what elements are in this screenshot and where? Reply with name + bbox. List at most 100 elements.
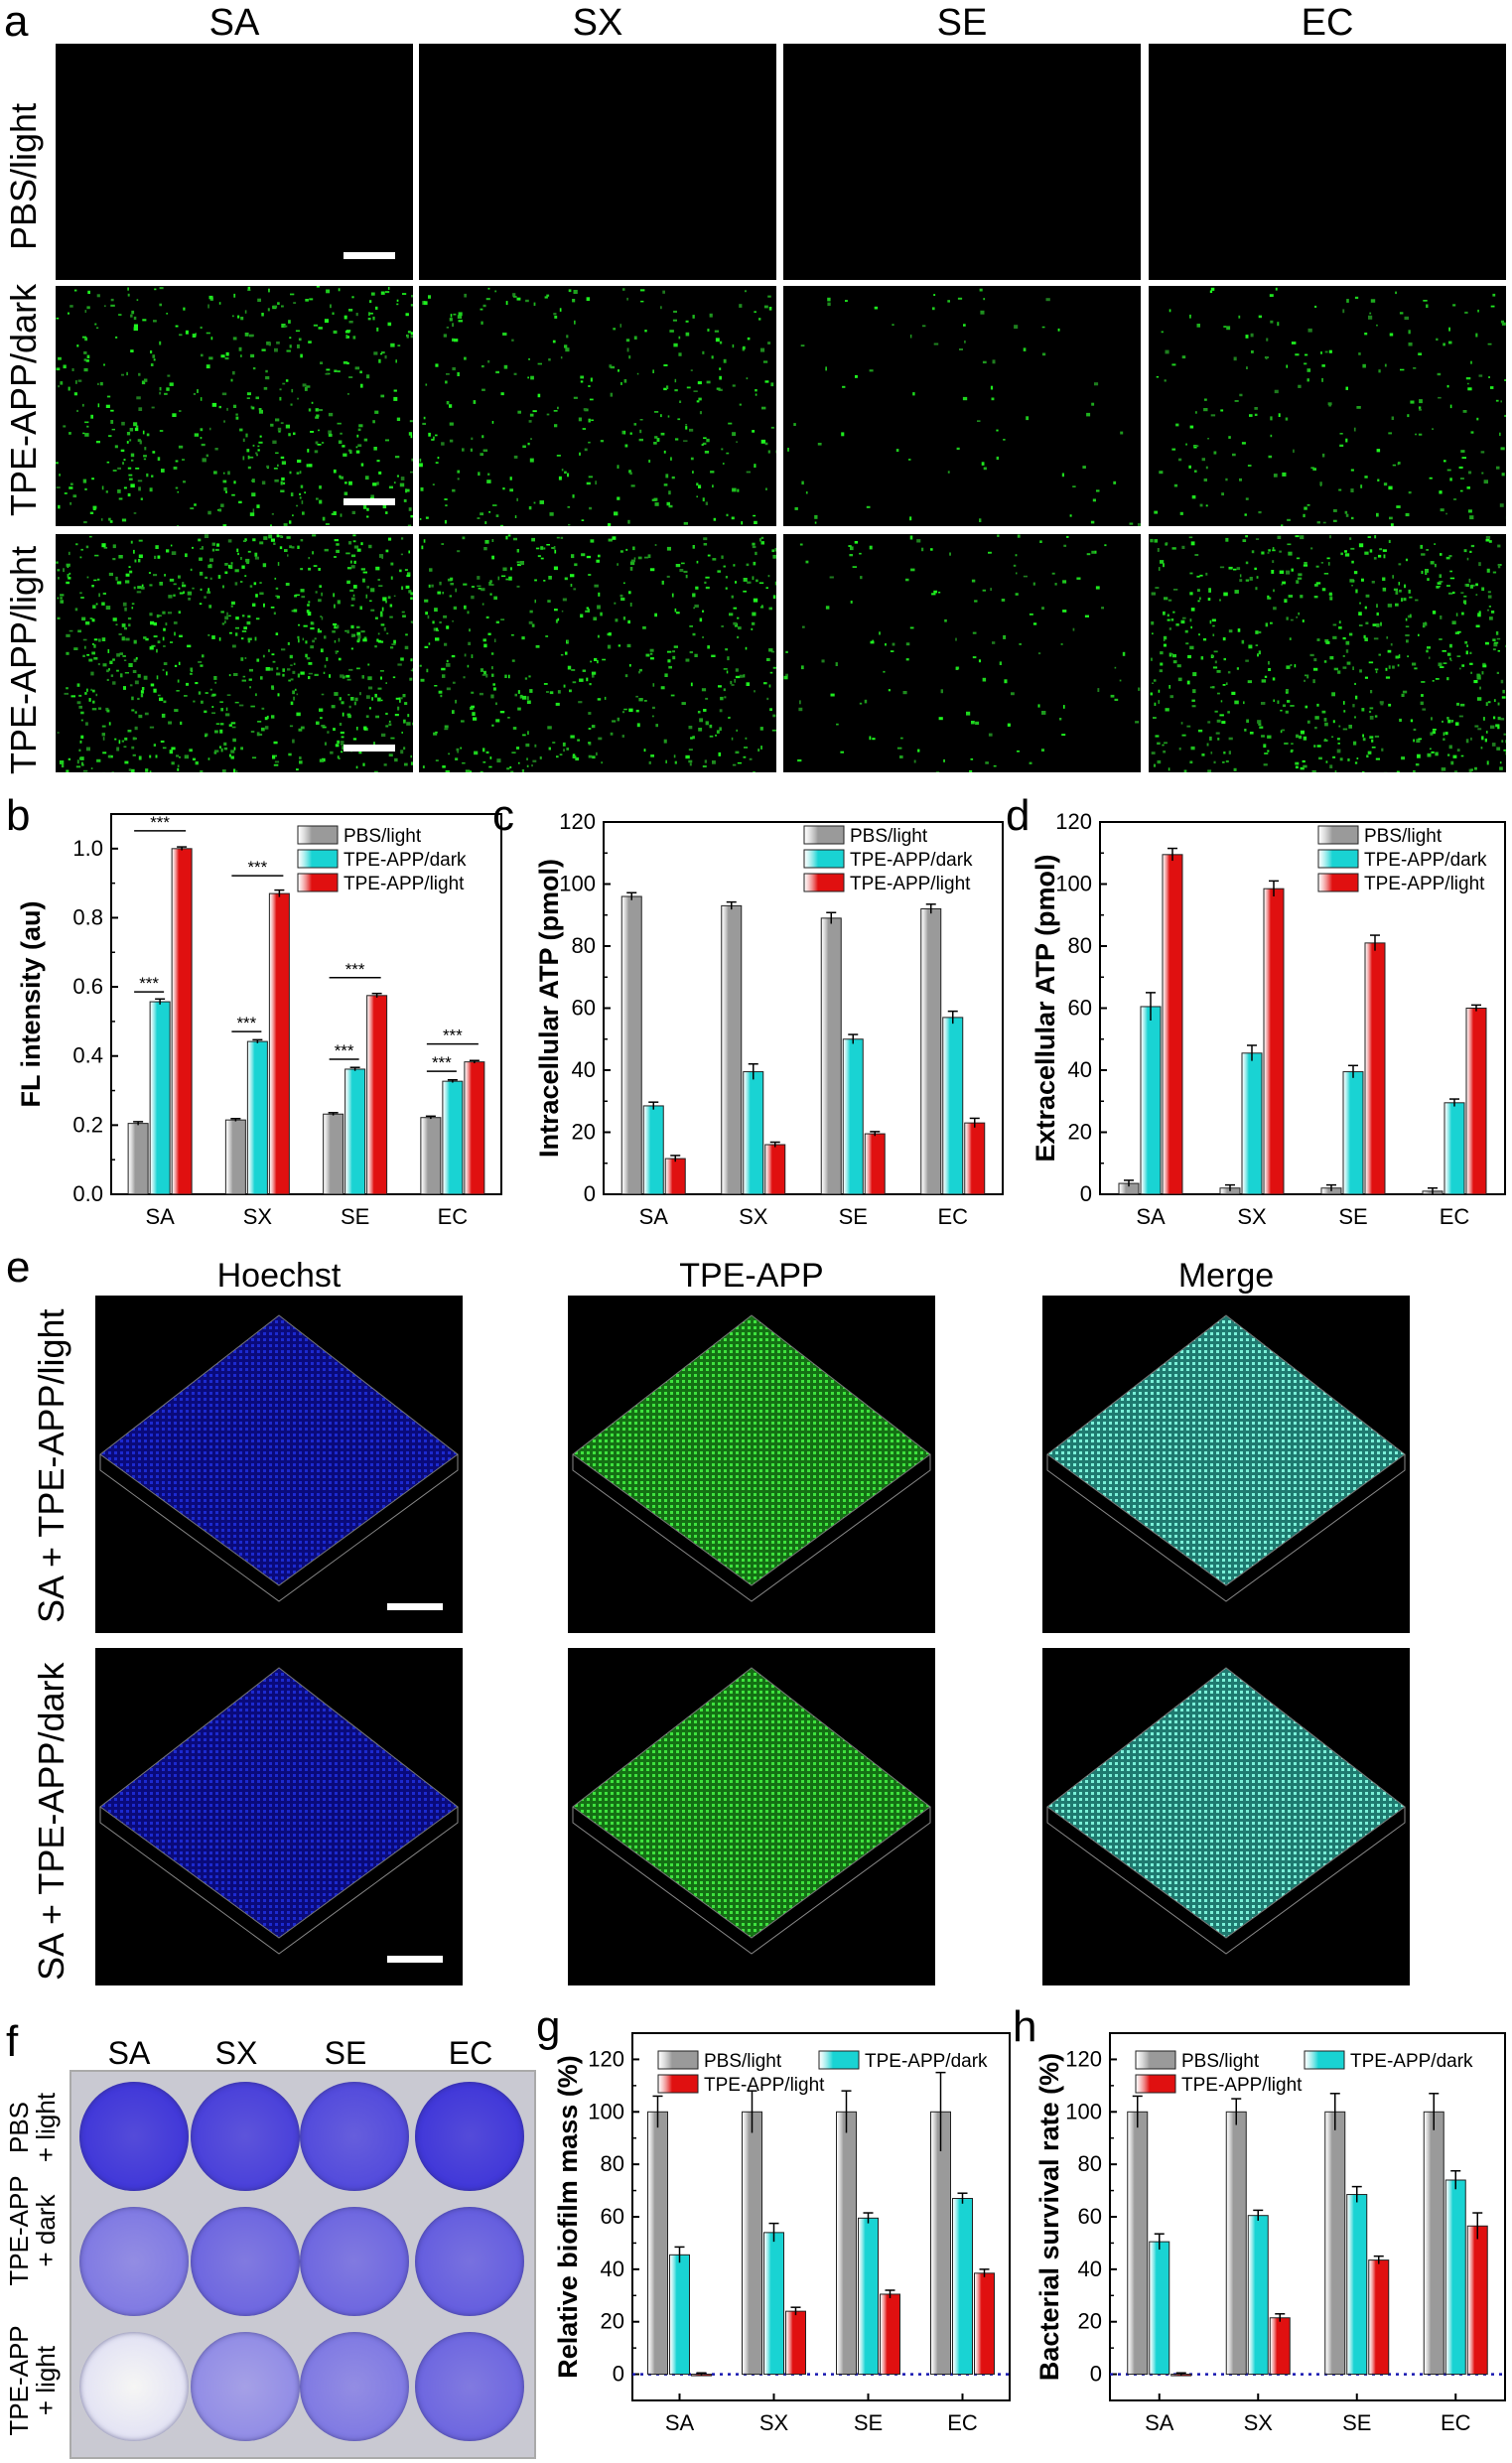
bacteria-dot <box>719 709 723 713</box>
bacteria-dot <box>406 488 410 492</box>
bacteria-dot <box>240 637 244 640</box>
bacteria-dot <box>666 546 671 551</box>
bacteria-dot <box>917 749 920 753</box>
bacteria-dot <box>1180 619 1185 624</box>
bacteria-dot <box>350 633 354 637</box>
bacteria-dot <box>760 746 762 750</box>
bacteria-dot <box>1265 355 1268 360</box>
bacteria-dot <box>1478 562 1481 567</box>
bacteria-dot <box>434 608 438 613</box>
bacteria-dot <box>135 468 140 470</box>
bacteria-dot <box>121 636 125 641</box>
bacteria-dot <box>343 361 348 364</box>
bacteria-dot <box>383 763 387 766</box>
bacteria-dot <box>338 440 343 444</box>
bacteria-dot <box>1188 536 1193 539</box>
bacteria-dot <box>307 604 310 607</box>
bacteria-dot <box>279 396 282 401</box>
bacteria-dot <box>258 733 263 737</box>
bacteria-dot <box>154 555 157 559</box>
bacteria-dot <box>356 727 358 731</box>
bacteria-dot <box>446 659 449 663</box>
bacteria-dot <box>69 501 72 505</box>
bacteria-dot <box>443 334 447 338</box>
bacteria-dot <box>173 621 178 624</box>
bacteria-dot <box>1194 445 1199 447</box>
bacteria-dot <box>704 451 710 454</box>
bacteria-dot <box>888 689 891 692</box>
bacteria-dot <box>892 324 894 326</box>
bacteria-dot <box>1448 327 1450 332</box>
bacteria-dot <box>1497 544 1501 548</box>
bacteria-dot <box>289 471 292 475</box>
bacteria-dot <box>64 692 69 695</box>
bacteria-dot <box>321 693 325 696</box>
bacteria-dot <box>373 447 377 451</box>
bacteria-dot <box>423 301 428 306</box>
legend-swatch <box>1317 825 1359 845</box>
bacteria-dot <box>730 680 733 685</box>
bacteria-dot <box>1234 590 1239 594</box>
bacteria-dot <box>553 313 557 316</box>
bacteria-dot <box>654 544 657 546</box>
bacteria-dot <box>703 543 708 546</box>
bacteria-dot <box>278 535 282 538</box>
bacteria-dot <box>256 454 258 457</box>
bacteria-dot <box>1405 625 1410 627</box>
bacteria-dot <box>688 726 693 730</box>
bacteria-dot <box>60 381 64 385</box>
bar-pbs-light <box>820 917 842 1195</box>
bacteria-dot <box>514 515 517 518</box>
bacteria-dot <box>159 697 164 702</box>
bacteria-dot <box>1153 679 1157 682</box>
bacteria-dot <box>106 709 110 713</box>
biofilm-surface <box>1046 1314 1406 1586</box>
bacteria-dot <box>380 613 383 617</box>
bacteria-dot <box>1354 682 1356 685</box>
bacteria-dot <box>1469 550 1472 553</box>
bacteria-dot <box>358 750 362 754</box>
bacteria-dot <box>320 361 324 364</box>
bacteria-dot <box>591 671 597 675</box>
bacteria-dot <box>632 546 635 551</box>
bacteria-dot <box>1294 664 1297 668</box>
bacteria-dot <box>365 594 368 599</box>
y-tick-label: 80 <box>1078 2151 1102 2176</box>
bacteria-dot <box>452 323 455 328</box>
bacteria-dot <box>128 663 133 667</box>
bacteria-dot <box>250 405 253 409</box>
bacteria-dot <box>444 642 448 646</box>
bacteria-dot <box>348 480 352 485</box>
bar-tpe-app-dark <box>858 2217 879 2376</box>
bacteria-dot <box>218 508 222 512</box>
bacteria-dot <box>124 672 129 674</box>
bacteria-dot <box>283 523 288 526</box>
bacteria-dot <box>935 771 940 772</box>
bacteria-dot <box>1223 326 1227 328</box>
bacteria-dot <box>1291 743 1294 745</box>
bacteria-dot <box>166 387 170 391</box>
panel-a-tile <box>1149 534 1506 772</box>
bacteria-dot <box>435 434 438 437</box>
bacteria-dot <box>579 452 581 456</box>
bacteria-dot <box>335 650 338 654</box>
bacteria-dot <box>1342 666 1347 669</box>
bacteria-dot <box>1464 311 1468 314</box>
bacteria-dot <box>129 570 133 574</box>
bacteria-dot <box>89 617 93 619</box>
bacteria-dot <box>366 507 369 511</box>
bacteria-dot <box>471 595 475 600</box>
bacteria-dot <box>540 557 544 560</box>
bacteria-dot <box>1200 656 1204 660</box>
bacteria-dot <box>201 700 204 704</box>
bacteria-dot <box>721 448 724 451</box>
bacteria-dot <box>531 537 535 542</box>
bacteria-dot <box>1446 652 1451 656</box>
bacteria-dot <box>1171 363 1176 366</box>
bacteria-dot <box>489 580 492 584</box>
bacteria-dot <box>205 733 208 737</box>
bacteria-dot <box>1082 466 1086 469</box>
bacteria-dot <box>272 754 276 759</box>
bacteria-dot <box>663 739 667 744</box>
bacteria-dot <box>1397 462 1401 465</box>
